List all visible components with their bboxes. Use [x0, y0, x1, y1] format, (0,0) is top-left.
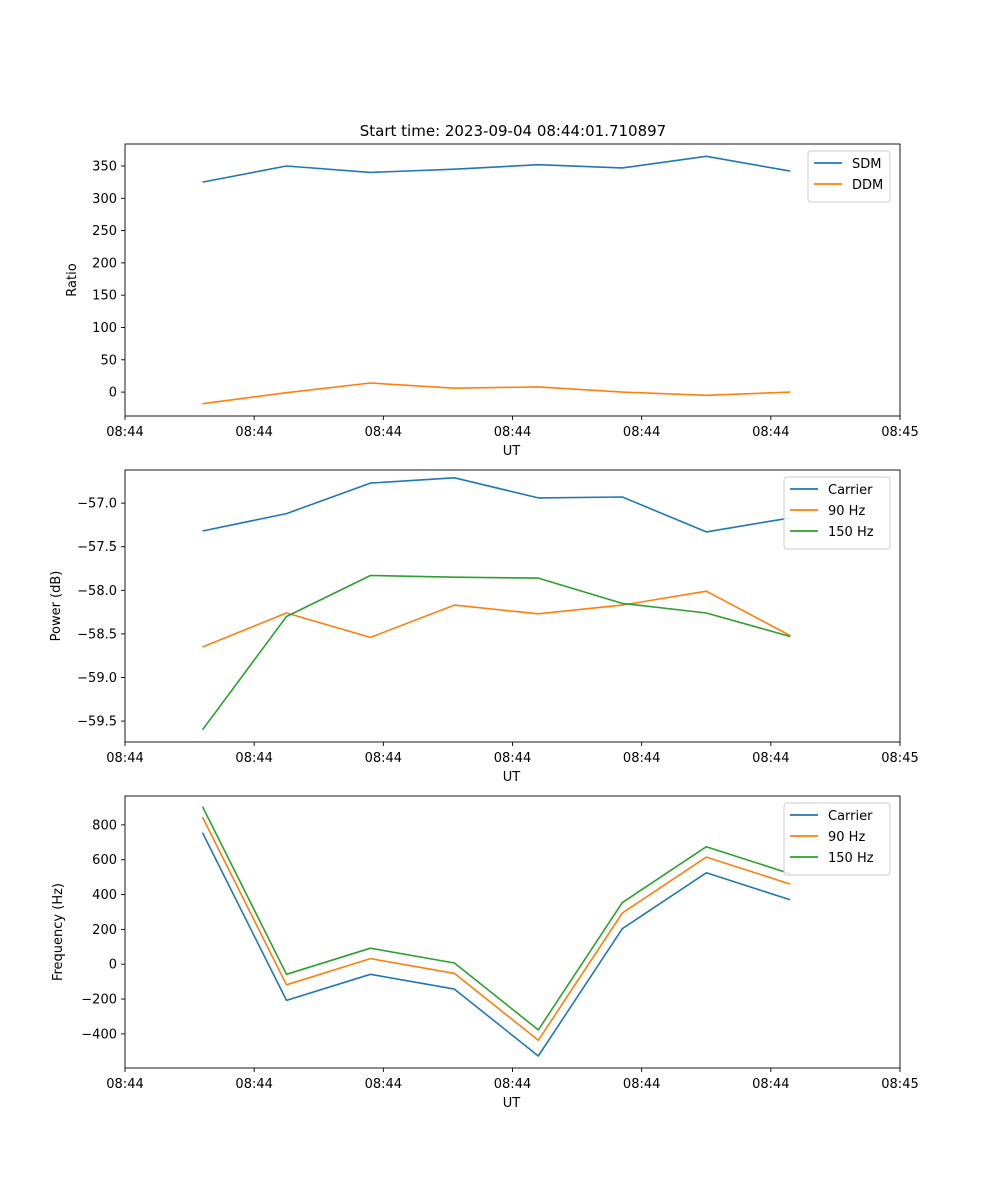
y-tick-label: −200 [81, 993, 117, 1008]
x-tick-label: 08:44 [235, 425, 272, 440]
y-tick-label: −59.0 [77, 671, 117, 686]
legend-label: 90 Hz [828, 830, 865, 845]
x-axis-label: UT [503, 770, 521, 785]
y-axis-label: Ratio [65, 263, 80, 296]
y-tick-label: 150 [92, 289, 117, 304]
x-tick-label: 08:44 [235, 751, 272, 766]
y-tick-label: −58.5 [77, 627, 117, 642]
figure-title: Start time: 2023-09-04 08:44:01.710897 [360, 122, 666, 140]
x-tick-label: 08:44 [752, 751, 789, 766]
y-tick-label: 250 [92, 224, 117, 239]
x-tick-label: 08:44 [365, 425, 402, 440]
y-tick-label: 600 [92, 853, 117, 868]
x-tick-label: 08:44 [623, 751, 660, 766]
y-tick-label: 300 [92, 192, 117, 207]
chart-2: 08:44 08:44 08:44 08:44 08:44 08:44 08:45 −59.5… [49, 469, 919, 785]
series-line-150-hz [201, 574, 791, 731]
series-line-sdm [202, 155, 791, 183]
legend-label: Carrier [828, 483, 873, 498]
legend-label: 150 Hz [828, 851, 874, 866]
series-line-carrier [202, 476, 791, 533]
legend: Carrier 90 Hz 150 Hz [783, 476, 891, 550]
y-tick-label: 800 [92, 818, 117, 833]
legend: SDM DDM [807, 150, 891, 203]
y-tick-label: −58.0 [77, 584, 117, 599]
x-axis-label: UT [503, 1096, 521, 1111]
y-tick-label: −57.5 [77, 540, 117, 555]
x-tick-label: 08:44 [494, 1077, 531, 1092]
y-tick-label: −59.5 [77, 715, 117, 730]
x-axis-label: UT [503, 444, 521, 459]
y-tick-label: 100 [92, 321, 117, 336]
y-axis-label: Power (dB) [49, 571, 64, 642]
series-line-carrier [201, 832, 791, 1057]
legend-label: DDM [852, 178, 883, 193]
y-tick-label: 0 [109, 958, 117, 973]
y-tick-label: 200 [92, 923, 117, 938]
x-tick-label: 08:44 [235, 1077, 272, 1092]
legend-label: 150 Hz [828, 525, 874, 540]
x-tick-label: 08:44 [365, 1077, 402, 1092]
x-tick-label: 08:44 [106, 425, 143, 440]
y-axis-label: Frequency (Hz) [51, 883, 66, 981]
x-tick-label: 08:44 [494, 425, 531, 440]
x-tick-label: 08:45 [881, 751, 918, 766]
series-line-90-hz [202, 590, 791, 648]
x-tick-label: 08:44 [752, 1077, 789, 1092]
legend: Carrier 90 Hz 150 Hz [783, 802, 891, 876]
series-line-ddm [202, 382, 791, 405]
x-tick-label: 08:45 [881, 425, 918, 440]
y-tick-label: 0 [109, 386, 117, 401]
y-tick-label: 350 [92, 159, 117, 174]
x-tick-label: 08:45 [881, 1077, 918, 1092]
legend-label: SDM [852, 157, 881, 172]
chart-3: 08:44 08:44 08:44 08:44 08:44 08:44 08:45 −400 −… [51, 795, 919, 1111]
x-tick-label: 08:44 [623, 1077, 660, 1092]
x-tick-label: 08:44 [106, 1077, 143, 1092]
y-tick-label: −57.0 [77, 497, 117, 512]
series-line-90-hz [201, 816, 791, 1042]
x-tick-label: 08:44 [106, 751, 143, 766]
y-tick-label: 200 [92, 256, 117, 271]
series-line-150-hz [201, 806, 791, 1031]
legend-label: 90 Hz [828, 504, 865, 519]
legend-label: Carrier [828, 809, 873, 824]
x-tick-label: 08:44 [494, 751, 531, 766]
y-tick-label: −400 [81, 1027, 117, 1042]
y-tick-label: 50 [100, 353, 117, 368]
x-tick-label: 08:44 [752, 425, 789, 440]
y-tick-label: 400 [92, 888, 117, 903]
x-tick-label: 08:44 [365, 751, 402, 766]
x-tick-label: 08:44 [623, 425, 660, 440]
chart-1: 08:44 08:44 08:44 08:44 08:44 08:44 08:45 0 50 10… [65, 143, 919, 459]
